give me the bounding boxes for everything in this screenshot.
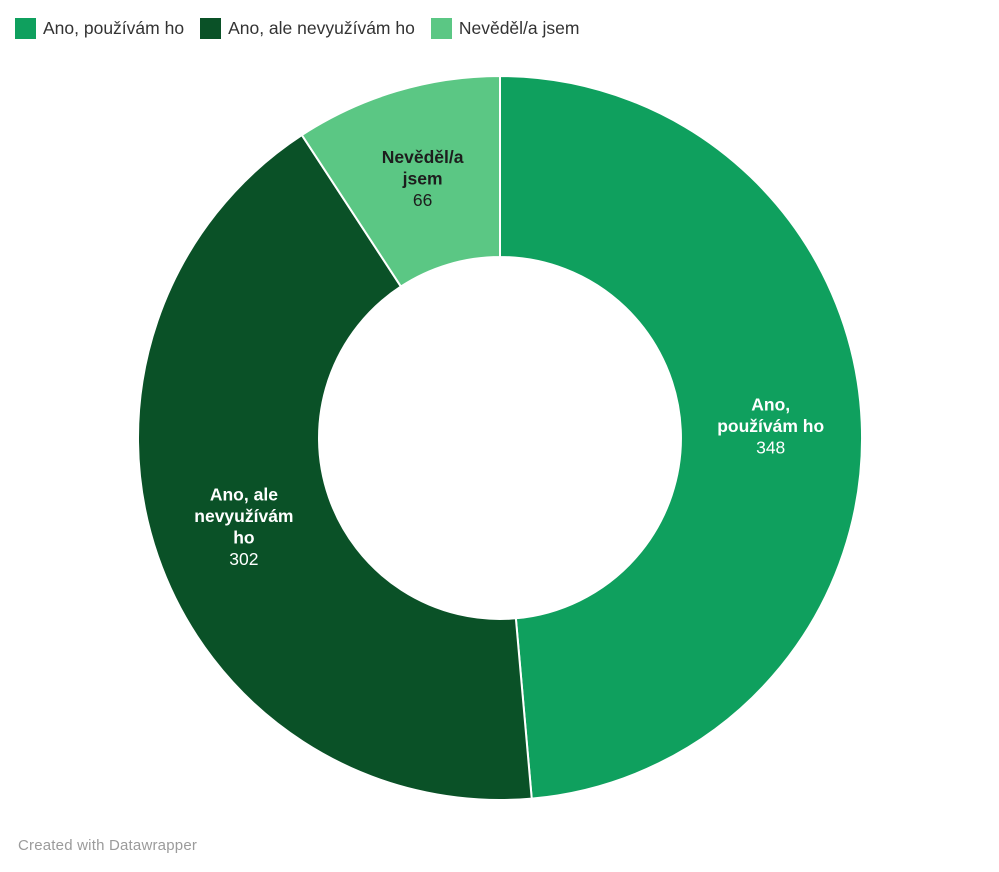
legend-label-nevyuzivam: Ano, ale nevyužívám ho: [228, 18, 415, 38]
legend-swatch-nevyuzivam: [200, 18, 222, 39]
donut-slice-0[interactable]: [499, 75, 864, 800]
legend: Ano, používám ho Ano, ale nevyužívám ho …: [15, 18, 579, 39]
slice-label-2: Nevěděl/a jsem 66: [382, 147, 464, 210]
legend-label-pouzivam: Ano, používám ho: [43, 18, 185, 38]
legend-swatch-nevedel: [430, 18, 452, 39]
slice-label-0: Ano, používám ho 348: [717, 395, 824, 458]
legend-item-nevyuzivam: Ano, ale nevyužívám ho: [200, 18, 415, 39]
legend-item-pouzivam: Ano, používám ho: [15, 18, 184, 39]
legend-label-nevedel: Nevěděl/a jsem: [458, 18, 580, 38]
credit-text: Created with Datawrapper: [18, 837, 198, 854]
donut-slice-1[interactable]: [137, 134, 533, 802]
legend-swatch-pouzivam: [15, 18, 36, 39]
legend-item-nevedel: Nevěděl/a jsem: [430, 18, 580, 39]
slice-label-1: Ano, ale nevyužívám ho 302: [194, 485, 293, 570]
donut-slice-2[interactable]: [300, 75, 501, 288]
